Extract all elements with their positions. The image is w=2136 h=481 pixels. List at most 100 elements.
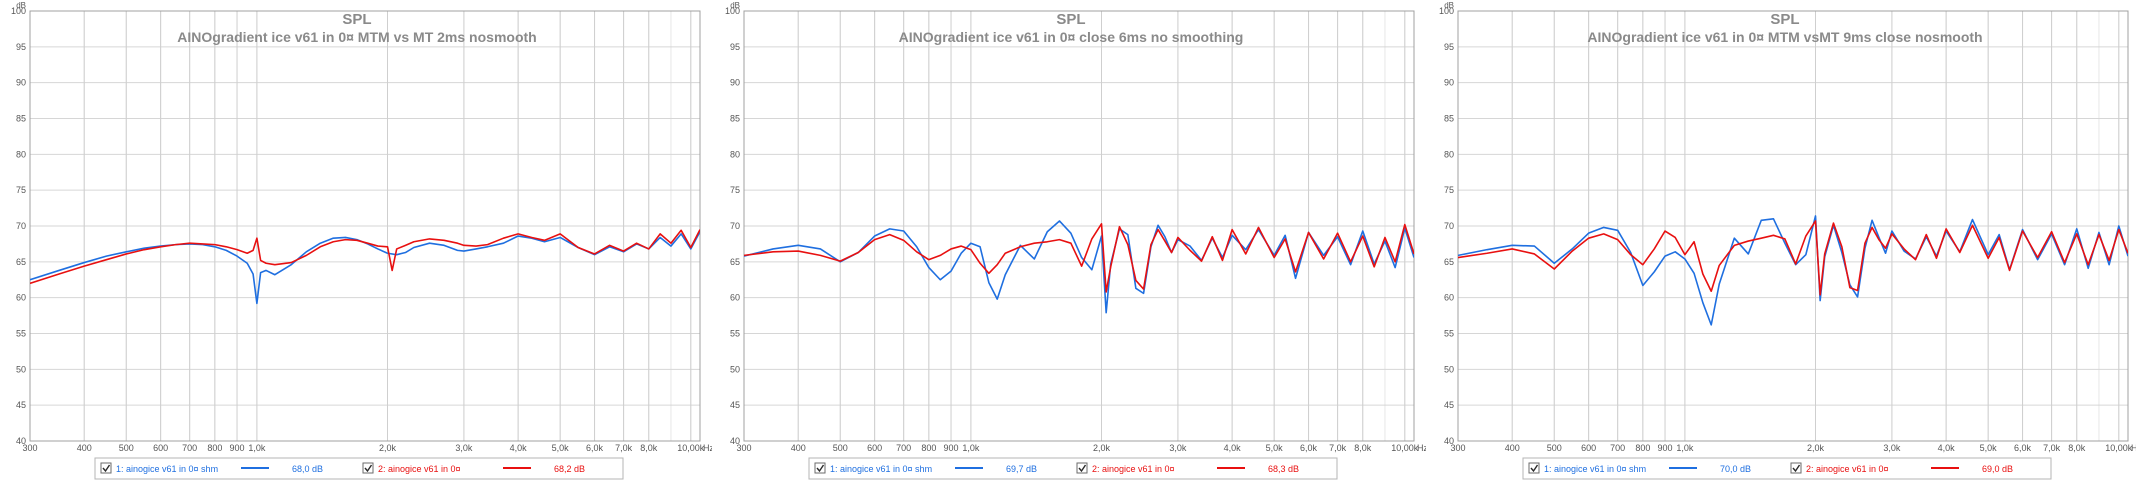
chart-title: SPL xyxy=(1056,11,1085,28)
checkmark-icon xyxy=(1792,464,1801,473)
y-tick-label: 65 xyxy=(16,257,26,267)
y-tick-label: 50 xyxy=(1444,364,1454,374)
y-tick-label: 40 xyxy=(16,436,26,446)
legend-box xyxy=(1522,457,2052,480)
checkmark-icon xyxy=(1078,464,1087,473)
legend-value-label: 69,0 dB xyxy=(1982,464,2013,474)
y-tick-label: 85 xyxy=(16,114,26,124)
y-tick-label: 60 xyxy=(730,293,740,303)
y-tick-label: 45 xyxy=(730,400,740,410)
y-tick-label: 90 xyxy=(16,78,26,88)
y-tick-label: 95 xyxy=(730,42,740,52)
x-unit-label: Hz xyxy=(2131,443,2136,453)
chart-panel-1: 100 95 90 85 80 75 70 65 60 55 50 45 40 dB 300 400 500 60… xyxy=(11,1,712,480)
x-tick-label: 400 xyxy=(791,443,806,453)
y-tick-label: 75 xyxy=(16,185,26,195)
plot-frame xyxy=(29,10,701,442)
legend-item-2: 2: ainogice v61 in 0¤ 68,3 dB xyxy=(1076,462,1299,474)
chart-panel-3: 100 95 90 85 80 75 70 65 60 55 50 45 40 dB 300 400 500 60… xyxy=(1439,1,2136,480)
y-tick-label: 100 xyxy=(725,6,740,16)
y-tick-label: 95 xyxy=(16,42,26,52)
y-tick-label: 55 xyxy=(730,329,740,339)
x-tick-label: 4,0k xyxy=(510,443,528,453)
y-tick-label: 50 xyxy=(16,364,26,374)
y-tick-label: 90 xyxy=(730,78,740,88)
x-tick-label: 500 xyxy=(119,443,134,453)
x-tick-label: 3,0k xyxy=(1169,443,1187,453)
y-tick-label: 80 xyxy=(1444,149,1454,159)
legend-value-label: 69,7 dB xyxy=(1006,464,1037,474)
x-tick-label: 800 xyxy=(921,443,936,453)
y-tick-label: 65 xyxy=(1444,257,1454,267)
y-tick-label: 100 xyxy=(1439,6,1454,16)
series-line-2 xyxy=(30,229,700,285)
x-tick-label: 7,0k xyxy=(1329,443,1347,453)
x-tick-label: 5,0k xyxy=(552,443,570,453)
legend-series-name: 2: ainogice v61 in 0¤ xyxy=(1806,464,1889,474)
legend-item-1: 1: ainogice v61 in 0¤ shm 70,0 dB xyxy=(1528,462,1751,474)
legend-item-1: 1: ainogice v61 in 0¤ shm 68,0 dB xyxy=(100,462,323,474)
legend-checkbox-1[interactable] xyxy=(814,462,826,474)
y-unit-label: dB xyxy=(16,1,26,10)
x-tick-label: 600 xyxy=(153,443,168,453)
plot-frame xyxy=(1457,10,2129,442)
x-tick-label: 7,0k xyxy=(615,443,633,453)
y-unit-label: dB xyxy=(730,1,740,10)
x-tick-label: 700 xyxy=(182,443,197,453)
y-tick-label: 65 xyxy=(730,257,740,267)
y-tick-label: 60 xyxy=(1444,293,1454,303)
legend-checkbox-2[interactable] xyxy=(1076,462,1088,474)
y-tick-label: 85 xyxy=(1444,114,1454,124)
y-tick-label: 55 xyxy=(16,329,26,339)
y-tick-label: 100 xyxy=(11,6,26,16)
chart-subtitle: AINOgradient ice v61 in 0¤ MTM vs MT 2ms… xyxy=(177,29,536,45)
x-tick-label: 7,0k xyxy=(2043,443,2061,453)
legend-value-label: 70,0 dB xyxy=(1720,464,1751,474)
x-tick-label: 1,0k xyxy=(248,443,266,453)
y-tick-label: 85 xyxy=(730,114,740,124)
y-tick-label: 75 xyxy=(730,185,740,195)
y-tick-label: 40 xyxy=(730,436,740,446)
y-unit-label: dB xyxy=(1444,1,1454,10)
x-tick-label: 5,0k xyxy=(1266,443,1284,453)
checkmark-icon xyxy=(1530,464,1539,473)
chart-panel-2: 100 95 90 85 80 75 70 65 60 55 50 45 40 dB 300 400 500 60… xyxy=(725,1,1426,480)
x-tick-label: 600 xyxy=(867,443,882,453)
x-tick-label: 8,0k xyxy=(2068,443,2086,453)
x-tick-label: 5,0k xyxy=(1980,443,1998,453)
x-tick-label: 10,00k xyxy=(2105,443,2133,453)
x-tick-label: 900 xyxy=(944,443,959,453)
series-line-2 xyxy=(1458,220,2128,296)
x-tick-label: 700 xyxy=(1610,443,1625,453)
x-tick-label: 500 xyxy=(1547,443,1562,453)
checkmark-icon xyxy=(364,464,373,473)
y-tick-label: 75 xyxy=(1444,185,1454,195)
legend-series-name: 1: ainogice v61 in 0¤ shm xyxy=(1544,464,1646,474)
checkmark-icon xyxy=(102,464,111,473)
x-tick-label: 6,0k xyxy=(2014,443,2032,453)
y-tick-label: 40 xyxy=(1444,436,1454,446)
y-tick-label: 70 xyxy=(1444,221,1454,231)
legend-series-name: 2: ainogice v61 in 0¤ xyxy=(1092,464,1175,474)
series-line-2 xyxy=(744,223,1414,293)
y-tick-label: 90 xyxy=(1444,78,1454,88)
x-tick-label: 2,0k xyxy=(1807,443,1825,453)
y-tick-label: 60 xyxy=(16,293,26,303)
legend-series-name: 1: ainogice v61 in 0¤ shm xyxy=(116,464,218,474)
legend-checkbox-1[interactable] xyxy=(100,462,112,474)
x-tick-label: 300 xyxy=(22,443,37,453)
y-tick-label: 80 xyxy=(730,149,740,159)
x-tick-label: 6,0k xyxy=(1300,443,1318,453)
plot-frame xyxy=(743,10,1415,442)
legend-checkbox-2[interactable] xyxy=(362,462,374,474)
y-tick-label: 50 xyxy=(730,364,740,374)
x-tick-label: 3,0k xyxy=(1883,443,1901,453)
legend-checkbox-2[interactable] xyxy=(1790,462,1802,474)
x-tick-label: 900 xyxy=(230,443,245,453)
y-tick-label: 55 xyxy=(1444,329,1454,339)
legend-item-1: 1: ainogice v61 in 0¤ shm 69,7 dB xyxy=(814,462,1037,474)
legend-series-name: 1: ainogice v61 in 0¤ shm xyxy=(830,464,932,474)
legend-checkbox-1[interactable] xyxy=(1528,462,1540,474)
x-tick-label: 6,0k xyxy=(586,443,604,453)
